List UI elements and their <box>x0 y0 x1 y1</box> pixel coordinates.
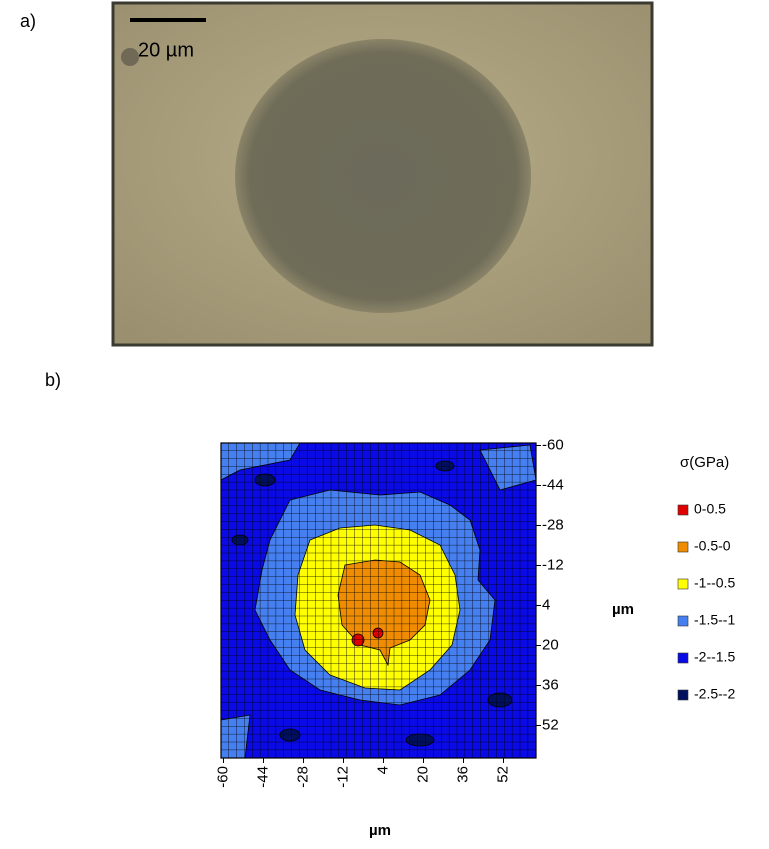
x-tick-label: 52 <box>494 766 511 783</box>
legend-label: -2--1.5 <box>694 649 735 665</box>
panel-label: b) <box>45 370 61 390</box>
legend-swatch <box>677 578 689 590</box>
legend-swatch <box>677 541 689 553</box>
y-tick-label: 52 <box>542 716 559 733</box>
y-tick-label: 36 <box>542 676 559 693</box>
legend-label: -0.5-0 <box>694 538 731 554</box>
x-tick-label: -44 <box>254 766 271 788</box>
legend-label: -1--0.5 <box>694 575 735 591</box>
y-tick-label: -28 <box>542 516 564 533</box>
legend-label: -2.5--2 <box>694 686 735 702</box>
panel-label: a) <box>20 11 36 31</box>
y-tick-label: 20 <box>542 636 559 653</box>
x-tick-label: -12 <box>334 766 351 788</box>
legend-swatch <box>677 652 689 664</box>
legend-swatch <box>677 504 689 516</box>
x-tick-label: -28 <box>294 766 311 788</box>
legend-label: 0-0.5 <box>694 501 726 517</box>
legend-label: -1.5--1 <box>694 612 735 628</box>
scale-bar-label: 20 µm <box>138 39 194 61</box>
contour-map <box>221 443 536 758</box>
legend-swatch <box>677 615 689 627</box>
x-tick-label: 36 <box>454 766 471 783</box>
plot-frame <box>220 442 537 759</box>
y-axis-label: µm <box>612 601 634 618</box>
y-tick-label: -12 <box>542 556 564 573</box>
x-tick-label: 4 <box>374 766 391 774</box>
y-tick-label: -60 <box>542 436 564 453</box>
y-tick-label: 4 <box>542 596 550 613</box>
micrograph <box>111 1 654 347</box>
x-axis-label: µm <box>369 822 391 839</box>
legend-swatch <box>677 689 689 701</box>
y-tick-label: -44 <box>542 476 564 493</box>
legend-title: σ(GPa) <box>680 454 729 471</box>
x-tick-label: 20 <box>414 766 431 783</box>
x-tick-label: -60 <box>214 766 231 788</box>
